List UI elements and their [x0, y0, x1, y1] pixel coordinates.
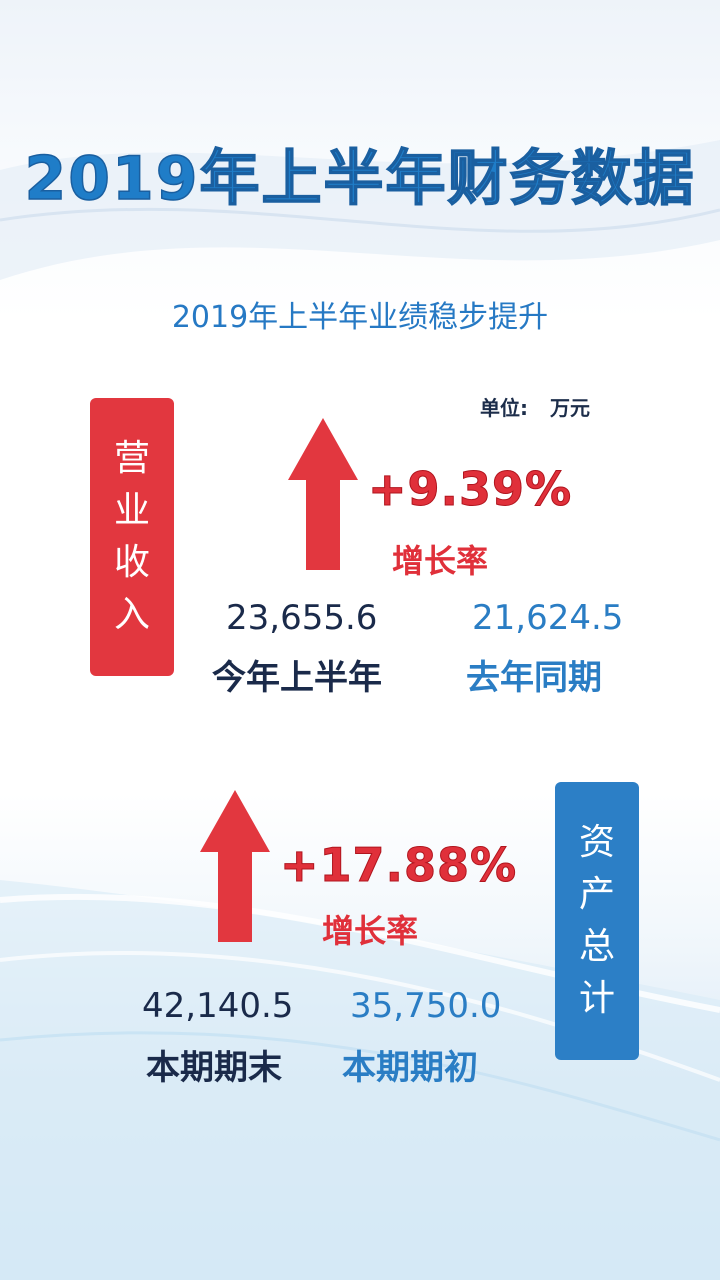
assets-current-value: 42,140.5 — [142, 986, 294, 1026]
unit-value: 万元 — [550, 396, 590, 420]
unit-note: 单位: 万元 — [480, 392, 590, 421]
page-title: 2019年上半年财务数据 — [24, 143, 696, 215]
arrow-up-icon — [200, 790, 270, 942]
arrow-up-icon — [288, 418, 358, 570]
assets-label-box: 资 产 总 计 — [555, 782, 639, 1060]
assets-previous-value: 35,750.0 — [350, 986, 502, 1026]
assets-growth-label: 增长率 — [322, 912, 419, 950]
assets-label-char: 计 — [578, 978, 615, 1019]
assets-label-char: 产 — [578, 874, 615, 915]
assets-previous-label: 本期期初 — [342, 1048, 478, 1088]
assets-label-char: 总 — [578, 926, 615, 967]
revenue-previous-value: 21,624.5 — [472, 598, 624, 638]
revenue-current-value: 23,655.6 — [226, 598, 378, 638]
revenue-label-char: 入 — [113, 594, 150, 635]
assets-current-label: 本期期末 — [146, 1048, 282, 1088]
revenue-previous-label: 去年同期 — [466, 658, 602, 698]
revenue-growth-label: 增长率 — [392, 542, 489, 580]
revenue-label-char: 业 — [113, 490, 150, 531]
assets-label-char: 资 — [578, 822, 615, 863]
unit-label: 单位: — [480, 396, 528, 420]
revenue-label-char: 收 — [113, 542, 150, 583]
revenue-current-label: 今年上半年 — [212, 658, 382, 698]
assets-growth-rate: +17.88% — [279, 838, 518, 893]
revenue-label-char: 营 — [113, 438, 150, 479]
revenue-growth-rate: +9.39% — [367, 462, 573, 517]
revenue-label-box: 营 业 收 入 — [90, 398, 174, 676]
page-subtitle: 2019年上半年业绩稳步提升 — [171, 300, 549, 335]
